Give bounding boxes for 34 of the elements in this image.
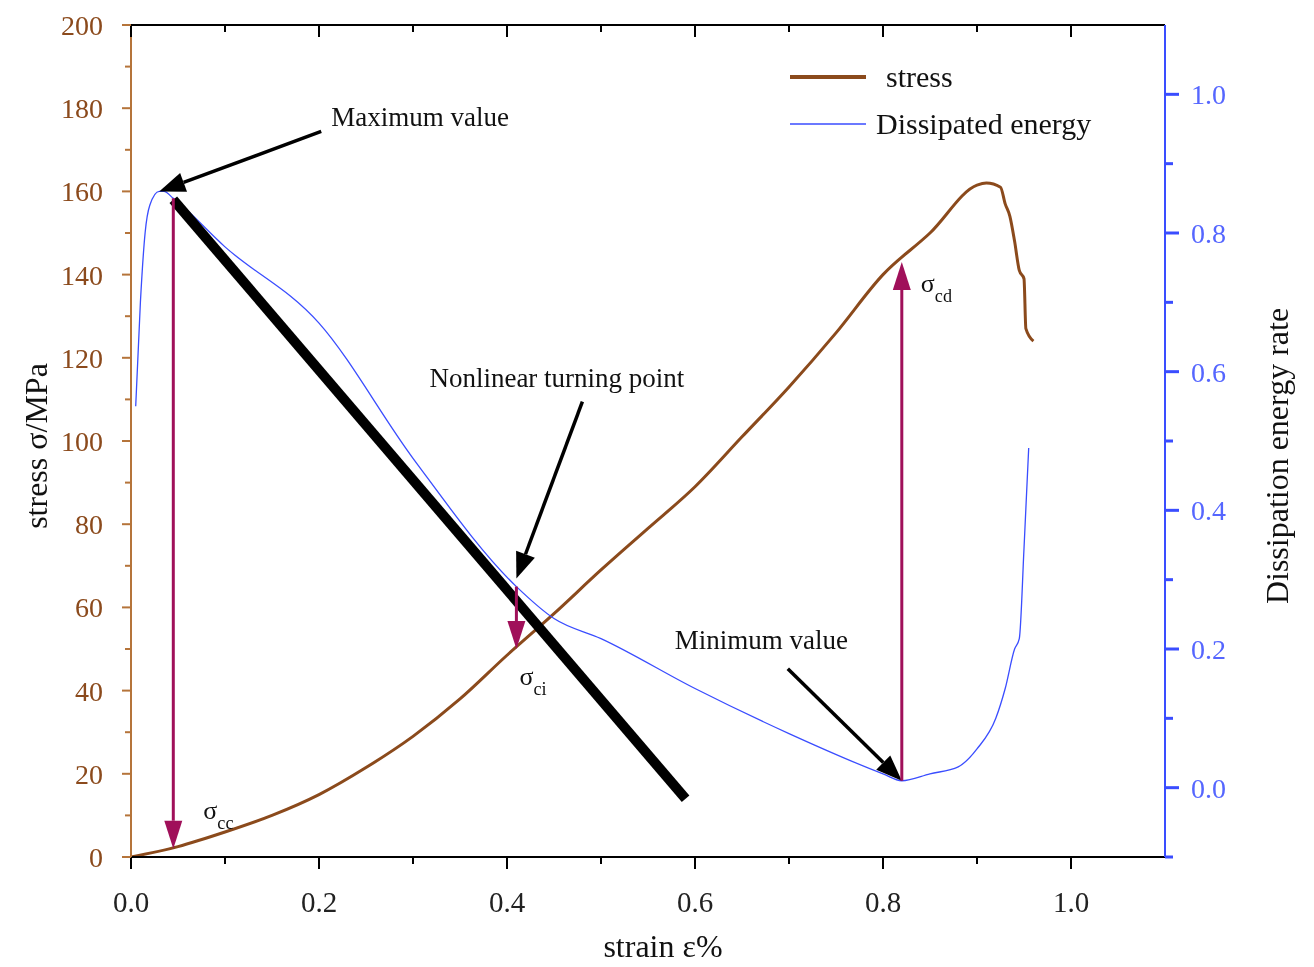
x-tick-label: 0.2 (300, 886, 338, 918)
x-tick-label: 0.8 (864, 886, 902, 918)
y-tick-label: 100 (61, 426, 103, 457)
y-tick-label: 0 (89, 842, 103, 873)
legend-label: stress (886, 60, 953, 93)
y2-tick-label: 1.0 (1191, 79, 1226, 111)
y-tick-label: 40 (75, 675, 103, 707)
annotation: Minimum value (674, 624, 849, 655)
y-tick-label: 80 (75, 509, 103, 541)
x-tick-label: 0.0 (112, 886, 150, 918)
y2-axis-title: Dissipation energy rate (1259, 307, 1295, 605)
annotation: Nonlinear turning point (429, 362, 685, 393)
x-tick-label: 0.4 (488, 886, 526, 918)
x-tick-label: 1.0 (1052, 886, 1090, 918)
annotation: σ$_{ci}$ (519, 662, 547, 699)
y2-tick-label: 0.4 (1191, 495, 1226, 527)
y-tick-label: 200 (61, 10, 103, 41)
y-tick-label: 140 (61, 259, 103, 291)
y-tick-label: 160 (61, 176, 103, 208)
annotation: Maximum value (331, 102, 509, 133)
y-tick-label: 180 (61, 93, 103, 125)
x-tick-label: 0.6 (676, 886, 714, 918)
y-tick-label: 60 (75, 592, 103, 624)
y2-tick-label: 0.6 (1191, 356, 1226, 388)
legend-label: Dissipated energy (876, 107, 1092, 140)
y-tick-label: 20 (75, 758, 103, 790)
annotation: σ$_{cc}$ (203, 795, 234, 833)
y-tick-label: 120 (61, 342, 103, 374)
y2-tick-label: 0.8 (1191, 218, 1226, 249)
annotation: σ$_{cd}$ (920, 269, 952, 307)
y-axis-title: stress σ/MPa (18, 363, 54, 529)
y2-tick-label: 0.2 (1191, 634, 1226, 665)
x-axis-title: strain ε% (603, 928, 723, 964)
y2-tick-label: 0.0 (1191, 772, 1226, 804)
